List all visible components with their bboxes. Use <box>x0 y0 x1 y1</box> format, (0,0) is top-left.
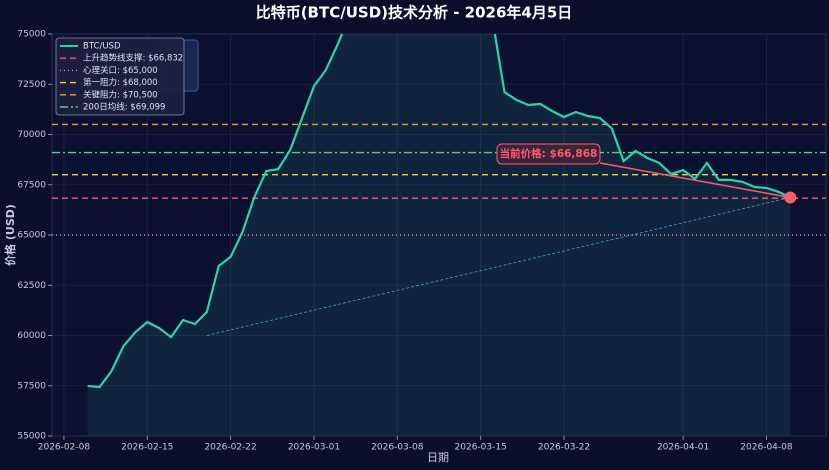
x-tick-label: 2026-02-22 <box>204 443 256 453</box>
y-tick-label: 57500 <box>17 381 46 391</box>
legend-label: 关键阻力: $70,500 <box>83 89 158 100</box>
y-axis-label: 价格 (USD) <box>3 204 17 266</box>
legend-label: 第一阻力: $68,000 <box>83 77 158 88</box>
annotation-text: 当前价格: $66,868 <box>500 147 598 160</box>
x-axis-label: 日期 <box>427 451 449 464</box>
x-tick-label: 2026-03-01 <box>288 443 340 453</box>
y-tick-label: 72500 <box>17 80 46 90</box>
annotation-arrow <box>599 162 791 199</box>
annotation-box <box>496 143 601 165</box>
x-tick-label: 2026-04-08 <box>740 443 793 453</box>
y-tick-label: 55000 <box>17 432 46 442</box>
y-tick-label: 65000 <box>17 231 46 241</box>
x-tick-label: 2026-03-22 <box>538 443 590 453</box>
chart-title: 比特币(BTC/USD)技术分析 - 2026年4月5日 <box>256 4 573 22</box>
y-tick-label: 62500 <box>17 281 46 291</box>
legend-label: BTC/USD <box>83 42 121 52</box>
legend-label: 心理关口: $65,000 <box>83 65 158 76</box>
y-tick-label: 67500 <box>17 180 46 190</box>
area <box>87 34 791 436</box>
legend-label: 200日均线: $69,099 <box>83 102 165 113</box>
y-tick-label: 75000 <box>17 30 46 40</box>
x-tick-label: 2026-03-08 <box>371 443 424 453</box>
x-tick-label: 2026-02-08 <box>38 443 91 453</box>
legend-box <box>55 37 185 116</box>
line <box>87 34 791 389</box>
x-tick-label: 2026-02-15 <box>121 443 173 453</box>
x-tick-label: 2026-04-01 <box>657 443 709 453</box>
y-tick-label: 70000 <box>17 130 46 140</box>
x-tick-label: 2026-03-15 <box>455 443 507 453</box>
y-tick-label: 60000 <box>17 331 46 341</box>
current-price-dot <box>784 191 797 204</box>
legend-label: 上升趋势线支撑: $66,832 <box>83 53 183 64</box>
